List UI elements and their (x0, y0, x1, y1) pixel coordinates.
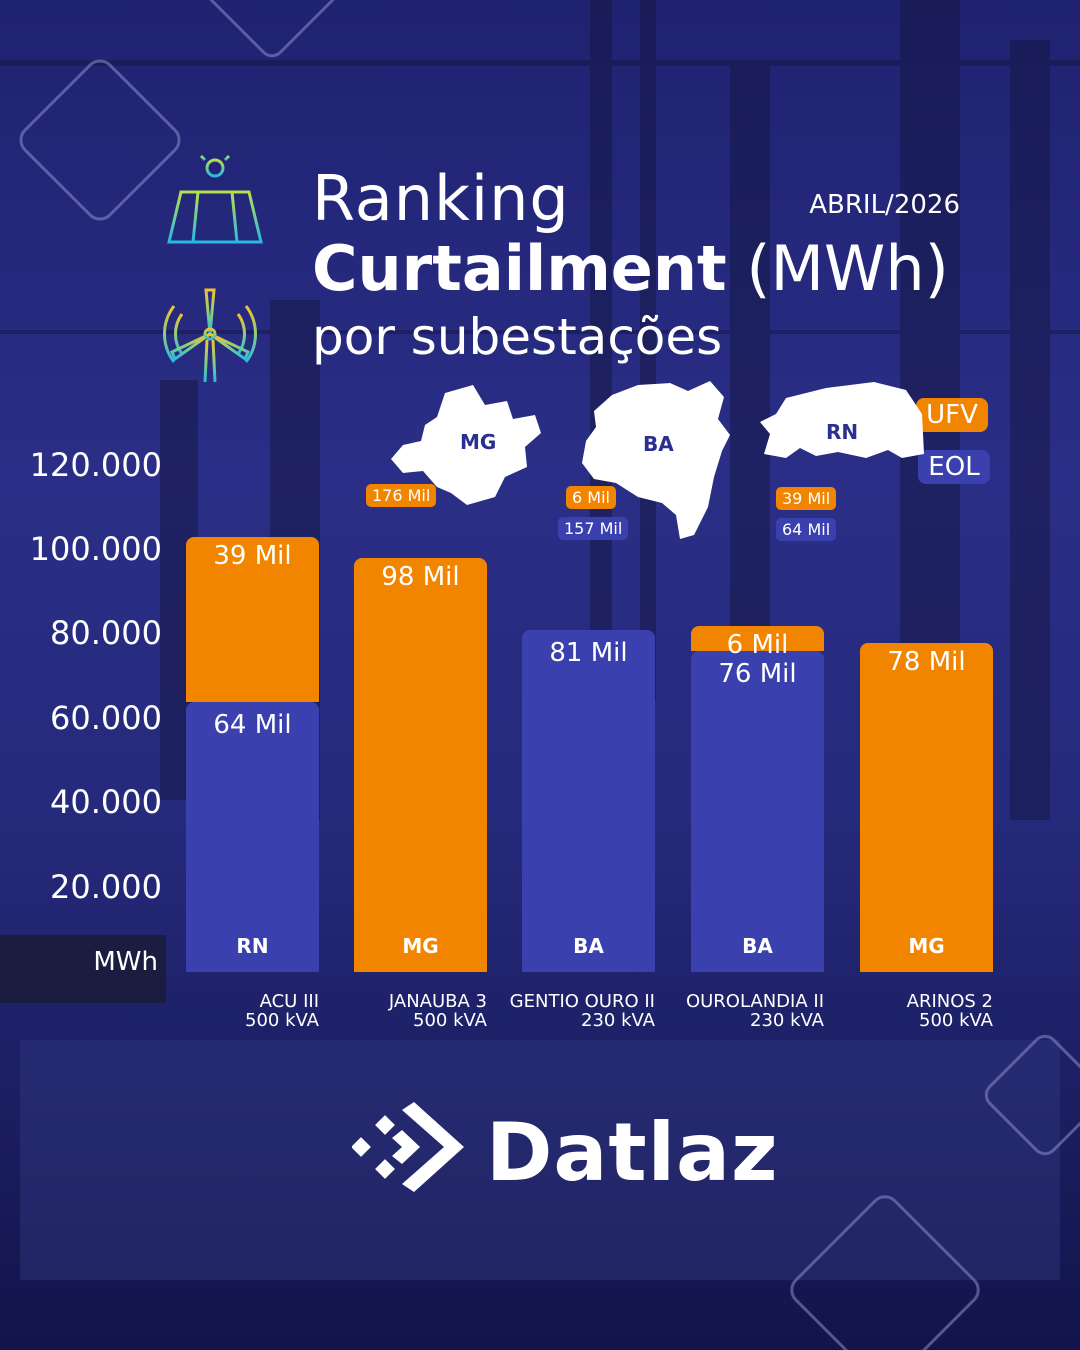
bar-value-label-ufv: 39 Mil (213, 541, 292, 572)
y-tick-label: 100.000 (29, 530, 162, 568)
rn-eol-total: 64 Mil (776, 518, 837, 541)
wind-turbine-icon (163, 288, 257, 387)
category-voltage: 500 kVA (245, 1009, 319, 1031)
unit-label: MWh (93, 947, 158, 977)
bar-value-label-eol: 81 Mil (549, 638, 628, 669)
bar-state-label: MG (402, 934, 439, 958)
unit-box (0, 935, 166, 1003)
y-tick-label: 20.000 (50, 867, 162, 906)
bar-segment-eol (691, 651, 824, 972)
rn-ufv-total: 39 Mil (776, 487, 837, 510)
mg-ufv-total: 176 Mil (366, 484, 437, 507)
bar-state-label: BA (742, 934, 773, 958)
title-line3: por subestações (312, 308, 723, 366)
x-category-label: OUROLANDIA II 230 kVA (631, 991, 824, 1031)
bar-segment-ufv (354, 558, 487, 972)
ba-ufv-total: 6 Mil (566, 486, 616, 509)
bar-segment-ufv (691, 625, 824, 652)
map-mg-icon (391, 385, 541, 505)
y-tick-label: 60.000 (50, 698, 162, 737)
bar-value-label-ufv: 98 Mil (381, 562, 460, 593)
bar-value-label-ufv: 6 Mil (726, 629, 789, 660)
bar-segment-eol (186, 701, 319, 972)
category-voltage: 230 kVA (581, 1009, 655, 1031)
category-voltage: 500 kVA (413, 1009, 487, 1031)
title-line1: Ranking (312, 162, 570, 235)
x-category-label: GENTIO OURO II 230 kVA (462, 991, 655, 1031)
title-block: Ranking Curtailment (MWh) por subestaçõe… (312, 162, 949, 366)
legend-eol: EOL (918, 450, 990, 484)
bar-state-label: RN (236, 934, 269, 958)
category-name: GENTIO OURO II (509, 991, 655, 1012)
brand-name: Datlaz (486, 1106, 779, 1199)
solar-panel-icon (167, 150, 263, 264)
bar-segment-eol (522, 630, 655, 972)
legend-ufv: UFV (916, 398, 988, 432)
ba-eol-total: 157 Mil (558, 517, 629, 540)
map-label-rn: RN (826, 420, 859, 444)
bar-value-label-ufv: 78 Mil (887, 646, 966, 677)
title-line2: Curtailment (MWh) (312, 238, 949, 300)
x-category-label: ARINOS 2 500 kVA (800, 991, 993, 1031)
y-tick-label: 40.000 (50, 783, 162, 822)
date-label: ABRIL/2026 (809, 190, 960, 220)
map-rn-icon (760, 382, 924, 458)
category-voltage: 500 kVA (919, 1009, 993, 1031)
bar-state-label: BA (573, 934, 604, 958)
bar-state-label: MG (908, 934, 945, 958)
datlaz-logo-icon (352, 1102, 464, 1192)
bar-segment-ufv (186, 537, 319, 702)
category-name: JANAUBA 3 (388, 991, 487, 1012)
category-voltage: 230 kVA (750, 1009, 824, 1031)
map-label-ba: BA (643, 432, 674, 456)
category-name: OUROLANDIA II (685, 991, 824, 1012)
category-name: ARINOS 2 (906, 991, 993, 1012)
x-category-label: ACU III 500 kVA (126, 991, 319, 1031)
map-ba-icon (582, 381, 730, 539)
x-category-label: JANAUBA 3 500 kVA (294, 991, 487, 1031)
bar-value-label-eol: 76 Mil (718, 659, 797, 690)
y-tick-label: 120.000 (29, 445, 162, 484)
bar-value-label-eol: 64 Mil (213, 709, 292, 740)
title-bold: Curtailment (312, 232, 727, 305)
map-label-mg: MG (460, 430, 497, 454)
bar-segment-ufv (860, 642, 993, 972)
y-tick-label: 80.000 (50, 614, 162, 653)
category-name: ACU III (259, 991, 319, 1012)
title-unit: (MWh) (746, 232, 949, 305)
